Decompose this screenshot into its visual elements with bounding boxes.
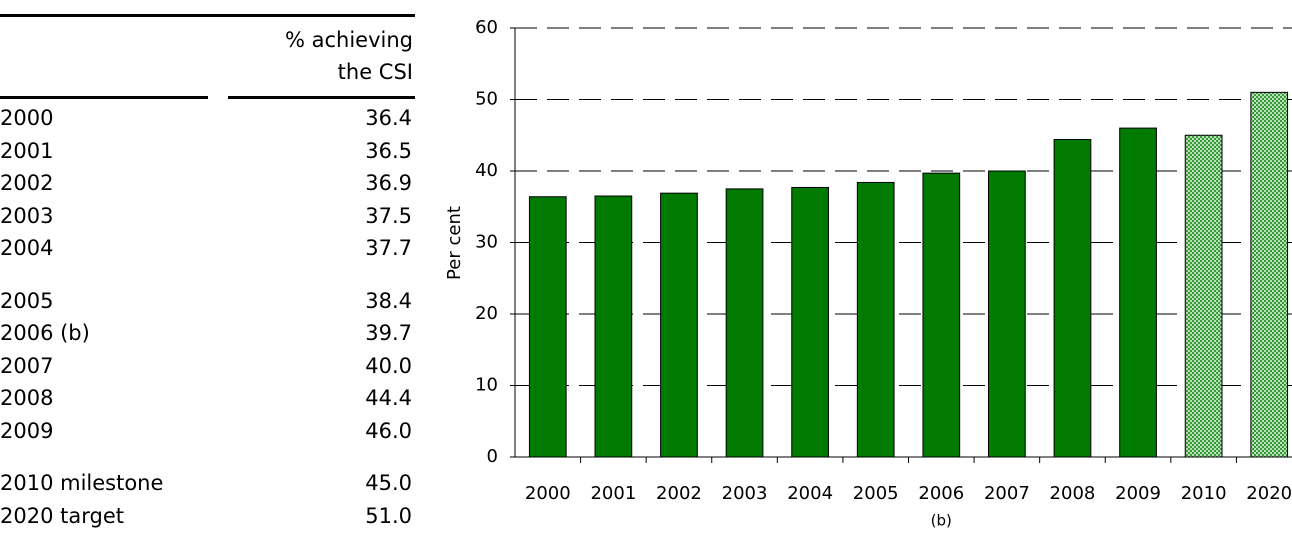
bar: [725, 188, 764, 458]
top-rule: [0, 14, 415, 17]
bar: [594, 195, 633, 458]
row-value: 40.0: [365, 353, 412, 378]
x-tick-label: 2008: [1050, 483, 1096, 504]
row-label: 2002: [0, 171, 54, 195]
bar: [1053, 139, 1092, 458]
row-label: 2007: [0, 353, 54, 378]
bar: [922, 172, 961, 458]
table-row: 2006 (b) 39.7: [0, 321, 412, 351]
bar: [988, 170, 1026, 458]
row-value: 38.4: [365, 288, 412, 313]
y-axis-label: Per cent: [444, 206, 465, 280]
bar: [1250, 91, 1289, 458]
table-row: 2002 36.9: [0, 171, 412, 201]
bar: [791, 186, 829, 458]
x-tick-label: 2002: [656, 483, 702, 504]
y-tick-label: 0: [487, 446, 498, 467]
row-value: 45.0: [365, 471, 412, 495]
row-value: 37.7: [365, 236, 412, 260]
table-row: 2020 target 51.0: [0, 504, 412, 534]
row-value: 44.4: [365, 386, 412, 410]
row-label: 2003: [0, 203, 54, 228]
row-label: 2008: [0, 386, 54, 410]
row-label: 2000: [0, 106, 54, 130]
row-label: 2006 (b): [0, 321, 90, 345]
bar: [1119, 127, 1157, 458]
x-tick-label: 2003: [722, 483, 768, 504]
annotation: (b): [931, 512, 952, 530]
x-tick-label: 2009: [1115, 483, 1161, 504]
data-table: % achieving the CSI 2000 36.4 2001 36.5 2002…: [0, 0, 415, 533]
bar: [1184, 134, 1223, 458]
row-value: 36.9: [365, 171, 412, 195]
table-row: 2008 44.4: [0, 386, 412, 416]
x-tick-label: 2004: [787, 483, 833, 504]
x-tick-label: 2000: [525, 483, 571, 504]
row-label: 2010 milestone: [0, 471, 164, 495]
header-rule: [228, 96, 415, 99]
y-tick-label: 20: [475, 303, 498, 324]
row-label: 2004: [0, 236, 54, 260]
x-tick-label: 2005: [853, 483, 899, 504]
header-rule: [0, 96, 208, 99]
table-row: 2005 38.4: [0, 289, 412, 319]
table-row: 2007 40.0: [0, 354, 412, 384]
x-tick-label: 2007: [984, 483, 1030, 504]
row-value: 51.0: [365, 503, 412, 528]
bar: [528, 196, 567, 458]
row-value: 36.4: [365, 106, 412, 130]
x-tick-label: 2001: [590, 483, 636, 504]
x-tick-label: 2006: [918, 483, 964, 504]
row-label: 2009: [0, 418, 54, 443]
row-value: 39.7: [365, 321, 412, 345]
table-row: 2003 37.5: [0, 204, 412, 234]
column-header: % achieving the CSI: [284, 28, 413, 84]
y-tick-label: 30: [475, 232, 498, 253]
y-tick-label: 40: [475, 160, 498, 181]
table-row: 2009 46.0: [0, 419, 412, 449]
row-value: 46.0: [365, 418, 412, 443]
bar: [660, 192, 698, 458]
table-row: 2010 milestone 45.0: [0, 471, 412, 501]
table-row: 2004 37.7: [0, 236, 412, 266]
y-tick-label: 50: [475, 89, 498, 110]
x-tick-label: 2020: [1246, 483, 1292, 504]
row-label: 2020 target: [0, 503, 124, 528]
row-value: 36.5: [365, 138, 412, 163]
table-row: 2000 36.4: [0, 106, 412, 136]
table-row: 2001 36.5: [0, 139, 412, 169]
x-tick-label: 2010: [1181, 483, 1227, 504]
y-tick-label: 60: [475, 17, 498, 38]
row-value: 37.5: [365, 203, 412, 228]
y-tick-label: 10: [475, 375, 498, 396]
bar: [856, 181, 895, 458]
row-label: 2001: [0, 138, 54, 163]
row-label: 2005: [0, 288, 54, 313]
